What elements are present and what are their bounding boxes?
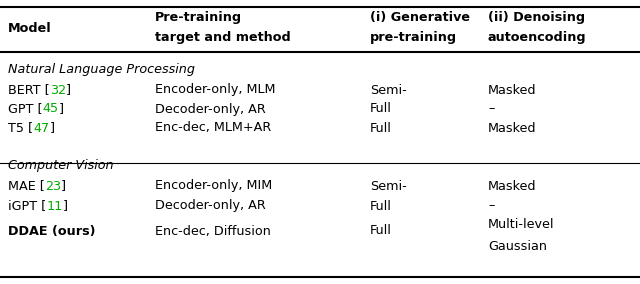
Text: Masked: Masked — [488, 83, 536, 97]
Text: autoencoding: autoencoding — [488, 30, 587, 43]
Text: Semi-: Semi- — [370, 83, 407, 97]
Text: DDAE (ours): DDAE (ours) — [8, 224, 95, 237]
Text: ]: ] — [61, 179, 66, 193]
Text: (i) Generative: (i) Generative — [370, 11, 470, 24]
Text: 11: 11 — [46, 199, 63, 212]
Text: Enc-dec, Diffusion: Enc-dec, Diffusion — [155, 224, 271, 237]
Text: GPT [: GPT [ — [8, 103, 43, 116]
Text: 32: 32 — [50, 83, 66, 97]
Text: 23: 23 — [45, 179, 61, 193]
Text: MAE [: MAE [ — [8, 179, 45, 193]
Text: 47: 47 — [33, 122, 49, 135]
Text: Pre-training: Pre-training — [155, 11, 242, 24]
Text: Full: Full — [370, 224, 392, 237]
Text: Gaussian: Gaussian — [488, 241, 547, 254]
Text: Masked: Masked — [488, 179, 536, 193]
Text: –: – — [488, 103, 494, 116]
Text: ]: ] — [66, 83, 71, 97]
Text: T5 [: T5 [ — [8, 122, 33, 135]
Text: ]: ] — [49, 122, 54, 135]
Text: target and method: target and method — [155, 30, 291, 43]
Text: Model: Model — [8, 22, 52, 34]
Text: Full: Full — [370, 103, 392, 116]
Text: Encoder-only, MLM: Encoder-only, MLM — [155, 83, 275, 97]
Text: Natural Language Processing: Natural Language Processing — [8, 64, 195, 76]
Text: BERT [: BERT [ — [8, 83, 50, 97]
Text: ]: ] — [59, 103, 64, 116]
Text: Masked: Masked — [488, 122, 536, 135]
Text: Semi-: Semi- — [370, 179, 407, 193]
Text: Decoder-only, AR: Decoder-only, AR — [155, 199, 266, 212]
Text: 45: 45 — [43, 103, 59, 116]
Text: (ii) Denoising: (ii) Denoising — [488, 11, 585, 24]
Text: Full: Full — [370, 122, 392, 135]
Text: ]: ] — [63, 199, 67, 212]
Text: pre-training: pre-training — [370, 30, 457, 43]
Text: Full: Full — [370, 199, 392, 212]
Text: Enc-dec, MLM+AR: Enc-dec, MLM+AR — [155, 122, 271, 135]
Text: iGPT [: iGPT [ — [8, 199, 46, 212]
Text: Multi-level: Multi-level — [488, 218, 554, 231]
Text: Computer Vision: Computer Vision — [8, 160, 114, 172]
Text: Decoder-only, AR: Decoder-only, AR — [155, 103, 266, 116]
Text: Encoder-only, MIM: Encoder-only, MIM — [155, 179, 272, 193]
Text: –: – — [488, 199, 494, 212]
